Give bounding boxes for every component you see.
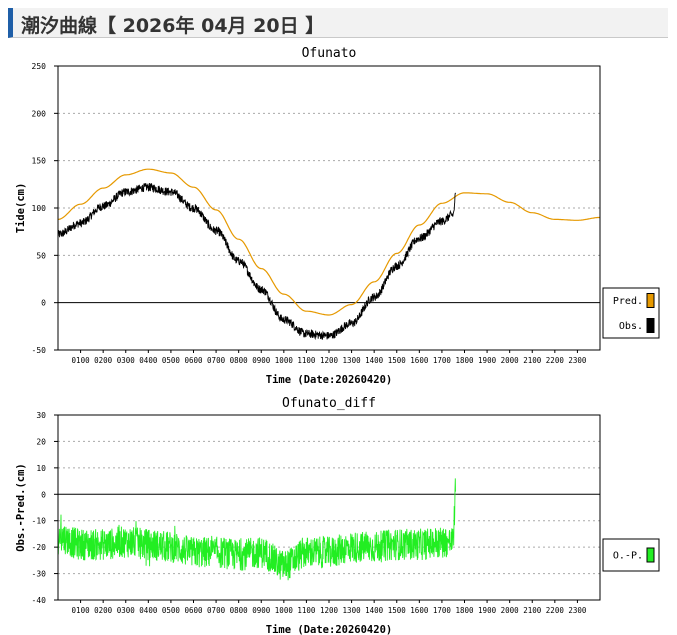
x-tick-label: 1400: [365, 356, 384, 365]
x-tick-label: 1000: [275, 356, 294, 365]
y-tick-label: 100: [32, 204, 47, 213]
legend-label: O.-P.: [613, 551, 643, 562]
x-tick-label: 0200: [94, 606, 113, 615]
x-tick-label: 1400: [365, 606, 384, 615]
x-tick-label: 0800: [230, 356, 249, 365]
x-tick-label: 0700: [207, 606, 226, 615]
obs-series-line: [57, 182, 456, 341]
x-tick-label: 1300: [343, 356, 362, 365]
x-tick-label: 1200: [320, 356, 339, 365]
x-tick-label: 0300: [117, 606, 136, 615]
x-tick-label: 0800: [230, 606, 249, 615]
x-tick-label: 1700: [433, 606, 452, 615]
x-tick-label: 0500: [162, 356, 181, 365]
x-tick-label: 2300: [568, 606, 587, 615]
y-tick-label: -20: [32, 543, 47, 552]
y-tick-label: 200: [32, 109, 47, 118]
pred-series-line: [57, 168, 600, 316]
y-tick-label: -40: [32, 596, 47, 605]
y-tick-label: -30: [32, 570, 47, 579]
x-tick-label: 1600: [410, 606, 429, 615]
x-tick-label: 2200: [546, 606, 565, 615]
x-tick-label: 0900: [252, 356, 271, 365]
x-axis-label: Time (Date:20260420): [266, 374, 392, 386]
chart-title: Ofunato: [302, 46, 357, 61]
x-tick-label: 0700: [207, 356, 226, 365]
plot-frame: [57, 65, 601, 351]
x-tick-label: 2100: [523, 606, 542, 615]
x-tick-label: 1700: [433, 356, 452, 365]
y-tick-label: 0: [41, 299, 46, 308]
x-tick-label: 2000: [501, 356, 520, 365]
x-tick-label: 1100: [297, 606, 316, 615]
diff-series-line: [57, 478, 456, 581]
page-title: 潮汐曲線【 2026年 04月 20日 】: [21, 15, 325, 37]
legend-label: Obs.: [619, 321, 643, 332]
x-tick-label: 1000: [275, 606, 294, 615]
x-tick-label: 1800: [455, 356, 474, 365]
legend-swatch: [646, 293, 655, 308]
x-tick-label: 0600: [184, 606, 203, 615]
y-tick-label: 0: [41, 490, 46, 499]
legend-label: Pred.: [613, 296, 643, 307]
x-tick-label: 1200: [320, 606, 339, 615]
x-tick-label: 2000: [501, 606, 520, 615]
y-tick-label: 250: [32, 62, 47, 71]
x-tick-label: 1500: [388, 356, 407, 365]
x-tick-label: 0100: [72, 356, 91, 365]
page-header: 潮汐曲線【 2026年 04月 20日 】: [8, 8, 668, 38]
plot-frame: [57, 414, 601, 601]
x-tick-label: 0500: [162, 606, 181, 615]
x-tick-label: 1800: [455, 606, 474, 615]
x-tick-label: 2300: [568, 356, 587, 365]
y-tick-label: 30: [36, 411, 46, 420]
y-axis-label: Tide(cm): [15, 183, 27, 234]
x-tick-label: 0900: [252, 606, 271, 615]
x-axis-label: Time (Date:20260420): [266, 624, 392, 635]
x-tick-label: 1900: [478, 356, 497, 365]
x-tick-label: 2200: [546, 356, 565, 365]
legend-swatch: [646, 547, 655, 563]
x-tick-label: 1500: [388, 606, 407, 615]
y-tick-label: 50: [36, 251, 46, 260]
y-axis-label: Obs.-Pred.(cm): [15, 463, 27, 552]
x-tick-label: 1600: [410, 356, 429, 365]
y-tick-label: 150: [32, 157, 47, 166]
y-tick-label: -50: [32, 346, 47, 355]
y-tick-label: 10: [36, 464, 46, 473]
x-tick-label: 0100: [72, 606, 91, 615]
x-tick-label: 2100: [523, 356, 542, 365]
x-tick-label: 0400: [139, 606, 158, 615]
x-tick-label: 0200: [94, 356, 113, 365]
x-tick-label: 1900: [478, 606, 497, 615]
x-tick-label: 0300: [117, 356, 136, 365]
x-tick-label: 0400: [139, 356, 158, 365]
x-tick-label: 0600: [184, 356, 203, 365]
chart-title: Ofunato_diff: [282, 396, 376, 411]
x-tick-label: 1100: [297, 356, 316, 365]
y-tick-label: 20: [36, 437, 46, 446]
legend-swatch: [646, 318, 655, 333]
x-tick-label: 1300: [343, 606, 362, 615]
y-tick-label: -10: [32, 517, 47, 526]
